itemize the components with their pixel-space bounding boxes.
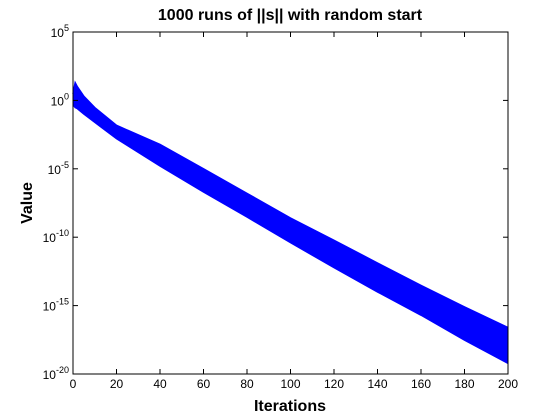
- y-tick-label: 10-20: [43, 365, 69, 382]
- x-tick-label: 80: [240, 377, 254, 391]
- y-tick-label: 10-10: [43, 228, 69, 245]
- x-axis-label: Iterations: [254, 398, 326, 415]
- y-tick-base: 10: [51, 26, 65, 40]
- x-tick-label: 180: [454, 377, 474, 391]
- x-tick-label: 200: [498, 377, 518, 391]
- y-tick-base: 10: [43, 368, 57, 382]
- y-tick-exponent: -20: [56, 365, 69, 375]
- band-edge: [72, 80, 509, 329]
- x-tick-label: 20: [110, 377, 124, 391]
- y-axis-label: Value: [19, 182, 36, 224]
- y-tick-label: 10-5: [48, 160, 69, 177]
- x-tick-label: 60: [197, 377, 211, 391]
- band-area: [73, 82, 508, 364]
- y-tick-exponent: -10: [56, 228, 69, 238]
- y-tick-label: 105: [51, 23, 69, 40]
- x-tick-label: 160: [411, 377, 431, 391]
- y-tick-exponent: -15: [56, 297, 69, 307]
- y-tick-base: 10: [48, 163, 62, 177]
- y-tick-base: 10: [43, 231, 57, 245]
- y-tick-exponent: 5: [64, 23, 69, 33]
- y-tick-base: 10: [43, 300, 57, 314]
- y-tick-exponent: -5: [61, 160, 69, 170]
- x-tick-label: 140: [367, 377, 387, 391]
- band-edge: [72, 104, 509, 365]
- x-tick-label: 100: [280, 377, 300, 391]
- x-tick-label: 40: [153, 377, 167, 391]
- y-tick-label: 10-15: [43, 297, 69, 314]
- chart-title: 1000 runs of ||s|| with random start: [158, 7, 423, 24]
- x-tick-label: 120: [324, 377, 344, 391]
- y-tick-label: 100: [51, 91, 69, 108]
- x-tick-label: 0: [70, 377, 77, 391]
- y-tick-exponent: 0: [64, 91, 69, 101]
- y-tick-base: 10: [51, 94, 65, 108]
